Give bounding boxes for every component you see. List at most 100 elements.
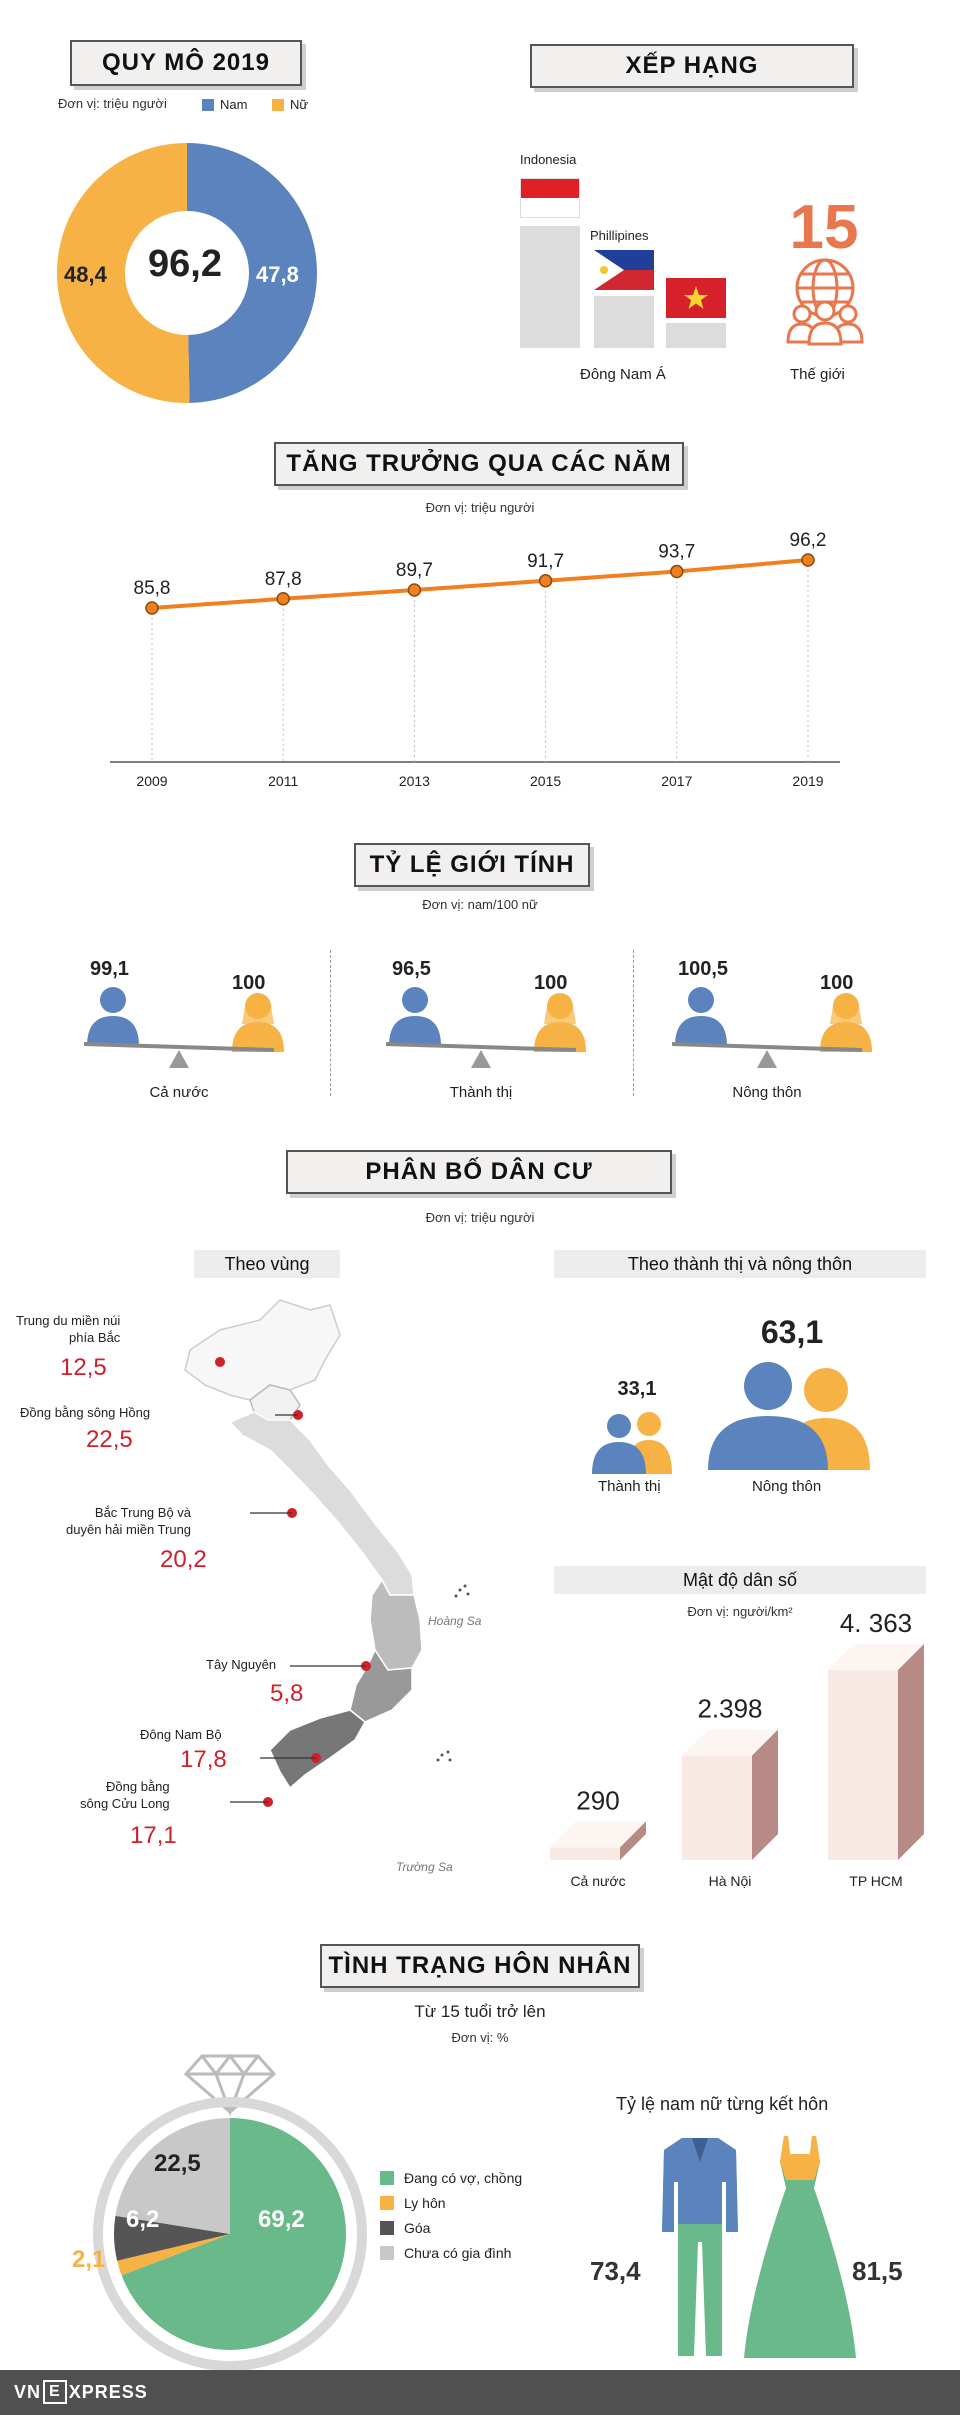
suit-icon: [662, 2138, 738, 2356]
region-name: Tây Nguyên: [206, 1657, 277, 1672]
dong-nam-a-label: Đông Nam Á: [580, 366, 666, 383]
density-category-label: Cả nước: [570, 1873, 625, 1889]
density-box-side: [752, 1729, 778, 1860]
quy-mo-donut: [57, 143, 318, 404]
growth-point: [538, 574, 553, 588]
truong-sa-label: Trường Sa: [396, 1860, 453, 1874]
growth-value-label: 89,7: [396, 560, 433, 581]
vietnam-map: [184, 1299, 470, 1807]
legend-swatch: [380, 2221, 394, 2235]
balance-scale: [671, 1042, 863, 1068]
man-icon: [675, 987, 727, 1046]
woman-icon: [534, 993, 586, 1052]
theo-tt-nt-label: Theo thành thị và nông thôn: [554, 1250, 926, 1278]
marriage-donut: [93, 2097, 367, 2371]
nong-thon-people-icon: [708, 1362, 870, 1470]
region-name: Đông Nam Bộ: [140, 1727, 222, 1742]
density-category-label: TP HCM: [849, 1873, 902, 1889]
hon-nhan-unit: Đơn vị: %: [451, 2030, 509, 2045]
marriage-legend-item: Ly hôn: [380, 2195, 522, 2211]
growth-value-label: 85,8: [134, 578, 171, 599]
growth-line-chart: 85,8 2009 87,8 2011 89,7 2013 91,7 2015 93,7 2017…: [110, 530, 840, 789]
vietnam-bar: [666, 323, 726, 348]
balance-scale: [83, 1042, 275, 1068]
divider-2: [633, 950, 634, 1096]
region-name: Đồng bằng sông Hồng: [20, 1405, 151, 1420]
the-gioi-label: Thế giới: [790, 366, 845, 383]
quy-mo-nu-value: 48,4: [64, 262, 107, 287]
divorce-value: 2,1: [72, 2246, 106, 2273]
growth-value-label: 93,7: [658, 542, 695, 563]
marriage-legend-item: Chưa có gia đình: [380, 2245, 522, 2261]
marriage-slice: [121, 2118, 346, 2350]
dress-icon: [744, 2136, 856, 2358]
density-box-front: [550, 1847, 620, 1860]
single-value: 22,5: [154, 2150, 201, 2177]
philippines-label: Phillipines: [590, 228, 649, 243]
legend-text: Đang có vợ, chồng: [404, 2170, 523, 2186]
growth-series-line: [151, 558, 809, 610]
density-box-top: [682, 1729, 778, 1756]
marriage-slice: [113, 2215, 230, 2261]
nong-thon-value: 63,1: [760, 1314, 824, 1350]
region-name: Trung du miền núi phía Bắc: [16, 1313, 121, 1345]
hon-nhan-subtitle: Từ 15 tuổi trở lên: [414, 2002, 546, 2021]
year-tick-label: 2019: [792, 773, 823, 789]
legend-swatch: [380, 2246, 394, 2260]
density-box-top: [828, 1644, 924, 1670]
indonesia-flag-icon: [520, 178, 580, 218]
nong-thon-label: Nông thôn: [752, 1478, 822, 1495]
gioi-tinh-unit: Đơn vị: nam/100 nữ: [422, 897, 538, 912]
philippines-bar: [594, 296, 654, 348]
year-tick-label: 2015: [530, 773, 561, 789]
female-ratio-value: 100: [534, 972, 568, 994]
man-icon: [87, 987, 139, 1046]
gender-group-label: Thành thị: [449, 1084, 513, 1101]
mat-do-title: Mật độ dân số: [554, 1566, 926, 1594]
quy-mo-unit: Đơn vị: triệu người: [58, 96, 167, 111]
gioi-tinh-title: TỶ LỆ GIỚI TÍNH: [354, 843, 590, 887]
globe-people-icon: [786, 258, 864, 346]
female-ratio: 81,5: [852, 2256, 903, 2286]
quy-mo-total: 96,2: [148, 243, 222, 285]
male-ratio-value: 99,1: [90, 958, 129, 980]
growth-point: [801, 553, 815, 567]
logo-xpress: XPRESS: [68, 2381, 148, 2402]
widow-value: 6,2: [126, 2206, 160, 2233]
growth-point: [276, 592, 290, 606]
density-value-label: 4. 363: [840, 1608, 912, 1638]
legend-nam: Nam: [202, 97, 247, 112]
year-tick-label: 2013: [399, 773, 430, 789]
logo-e: E: [43, 2380, 67, 2404]
male-ratio: 73,4: [590, 2256, 641, 2286]
density-box-top: [550, 1821, 646, 1848]
vnexpress-logo: VN E XPRESS: [14, 2380, 148, 2404]
growth-point: [670, 564, 684, 579]
density-box-front: [682, 1755, 752, 1860]
marriage-legend-item: Đang có vợ, chồng: [380, 2170, 522, 2186]
growth-point: [145, 601, 159, 615]
density-box-side: [898, 1644, 924, 1860]
density-value-label: 2.398: [697, 1694, 762, 1724]
thanh-thi-label: Thành thị: [598, 1478, 661, 1495]
region-value: 17,8: [180, 1746, 227, 1773]
female-ratio-value: 100: [820, 972, 854, 994]
growth-point: [407, 583, 422, 597]
growth-value-label: 91,7: [527, 551, 564, 572]
footer-bar: VN E XPRESS: [0, 2370, 960, 2415]
woman-icon: [232, 993, 284, 1052]
legend-nam-label: Nam: [220, 97, 248, 112]
legend-text: Ly hôn: [404, 2195, 446, 2211]
marriage-legend-item: Góa: [380, 2220, 522, 2236]
region-value: 22,5: [86, 1426, 133, 1453]
legend-text: Góa: [404, 2220, 431, 2236]
tang-truong-title: TĂNG TRƯỞNG QUA CÁC NĂM: [274, 442, 684, 486]
mat-do-unit: Đơn vị: người/km²: [687, 1604, 793, 1619]
world-rank: 15: [789, 193, 859, 262]
male-ratio-value: 100,5: [678, 958, 729, 980]
logo-vn: VN: [14, 2381, 42, 2402]
woman-icon: [820, 993, 872, 1052]
thanh-thi-value: 33,1: [617, 1378, 657, 1400]
donut-slice-nam: [187, 143, 318, 403]
marriage-legend: Đang có vợ, chồng Ly hôn Góa Chưa có gia…: [380, 2170, 522, 2270]
